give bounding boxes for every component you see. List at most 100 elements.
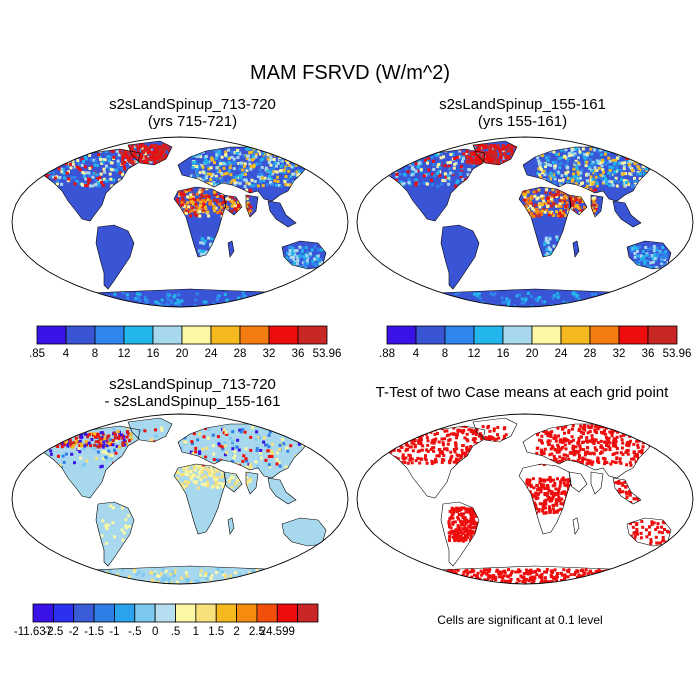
grid-cell xyxy=(414,181,418,185)
grid-cell xyxy=(240,299,243,303)
grid-cell xyxy=(610,434,614,438)
grid-cell xyxy=(82,174,86,178)
grid-cell xyxy=(295,170,299,174)
grid-cell xyxy=(220,201,224,205)
grid-cell xyxy=(304,154,308,158)
grid-cell xyxy=(277,184,281,187)
grid-cell xyxy=(636,165,640,169)
grid-cell xyxy=(228,197,231,201)
grid-cell xyxy=(51,164,54,168)
grid-cell xyxy=(565,461,569,465)
grid-cell xyxy=(298,581,302,584)
grid-cell xyxy=(549,424,553,428)
grid-cell xyxy=(647,152,651,156)
grid-cell xyxy=(563,443,567,447)
grid-cell xyxy=(52,461,56,465)
grid-cell xyxy=(242,200,246,204)
grid-cell xyxy=(226,304,230,307)
grid-cell xyxy=(402,424,406,428)
grid-cell xyxy=(76,571,79,575)
grid-cell xyxy=(234,189,238,193)
grid-cell xyxy=(217,481,221,485)
grid-cell xyxy=(466,536,470,539)
grid-cell xyxy=(459,507,463,511)
grid-cell xyxy=(515,294,519,298)
grid-cell xyxy=(235,190,239,194)
grid-cell xyxy=(472,163,476,167)
grid-cell xyxy=(391,443,395,447)
grid-cell xyxy=(454,457,458,461)
grid-cell xyxy=(647,450,651,454)
grid-cell xyxy=(288,147,292,151)
grid-cell xyxy=(199,204,203,208)
grid-cell xyxy=(303,573,307,577)
grid-cell xyxy=(568,214,572,217)
grid-cell xyxy=(535,208,539,211)
grid-cell xyxy=(613,179,617,183)
grid-cell xyxy=(63,160,66,164)
grid-cell xyxy=(53,148,57,152)
grid-cell xyxy=(573,294,577,298)
grid-cell xyxy=(601,299,605,303)
grid-cell xyxy=(644,148,648,152)
grid-cell xyxy=(620,446,624,450)
grid-cell xyxy=(112,431,116,435)
coastline-samerica xyxy=(440,224,480,290)
grid-cell xyxy=(453,539,457,543)
grid-cell xyxy=(651,291,655,295)
grid-cell xyxy=(638,156,642,160)
grid-cell xyxy=(657,154,661,158)
grid-cell xyxy=(488,429,492,433)
grid-cell xyxy=(404,456,408,460)
grid-cell xyxy=(396,160,400,164)
grid-cell xyxy=(108,569,112,573)
grid-cell xyxy=(482,167,486,171)
grid-cell xyxy=(638,147,642,151)
grid-cell xyxy=(171,152,175,155)
grid-cell xyxy=(217,462,221,466)
grid-cell xyxy=(626,301,630,305)
grid-cell xyxy=(566,241,570,245)
grid-cell xyxy=(390,437,394,440)
grid-cell xyxy=(58,435,62,439)
grid-cell xyxy=(574,445,578,449)
grid-cell xyxy=(502,455,505,459)
grid-cell xyxy=(410,425,414,428)
grid-cell xyxy=(42,169,46,173)
grid-cell xyxy=(56,179,60,182)
grid-cell xyxy=(105,444,109,448)
grid-cell xyxy=(245,482,249,486)
grid-cell xyxy=(230,204,234,208)
grid-cell xyxy=(643,154,647,158)
grid-cell xyxy=(204,195,208,199)
land-namerica xyxy=(383,149,485,221)
grid-cell xyxy=(284,159,288,162)
grid-cell xyxy=(566,454,569,458)
grid-cell xyxy=(550,452,554,456)
grid-cell xyxy=(290,165,294,169)
grid-cell xyxy=(194,169,198,173)
grid-cell xyxy=(651,181,655,185)
grid-cell xyxy=(579,424,583,428)
grid-cell xyxy=(635,455,639,458)
grid-cell xyxy=(194,579,198,583)
grid-cell xyxy=(473,537,477,541)
grid-cell xyxy=(162,144,166,148)
grid-cell xyxy=(178,189,182,193)
grid-cell xyxy=(48,175,52,179)
grid-cell xyxy=(575,175,578,178)
grid-cell xyxy=(546,241,550,245)
grid-cell xyxy=(147,448,150,452)
grid-cell xyxy=(391,152,395,155)
grid-cell xyxy=(436,147,440,150)
grid-cell xyxy=(216,464,220,468)
grid-cell xyxy=(220,155,224,159)
grid-cell xyxy=(136,179,140,183)
grid-cell xyxy=(293,581,297,584)
grid-cell xyxy=(482,146,486,150)
grid-cell xyxy=(268,465,272,469)
grid-cell xyxy=(436,165,440,169)
map-panel-3 xyxy=(11,413,349,585)
grid-cell xyxy=(301,175,304,179)
grid-cell xyxy=(564,439,567,443)
